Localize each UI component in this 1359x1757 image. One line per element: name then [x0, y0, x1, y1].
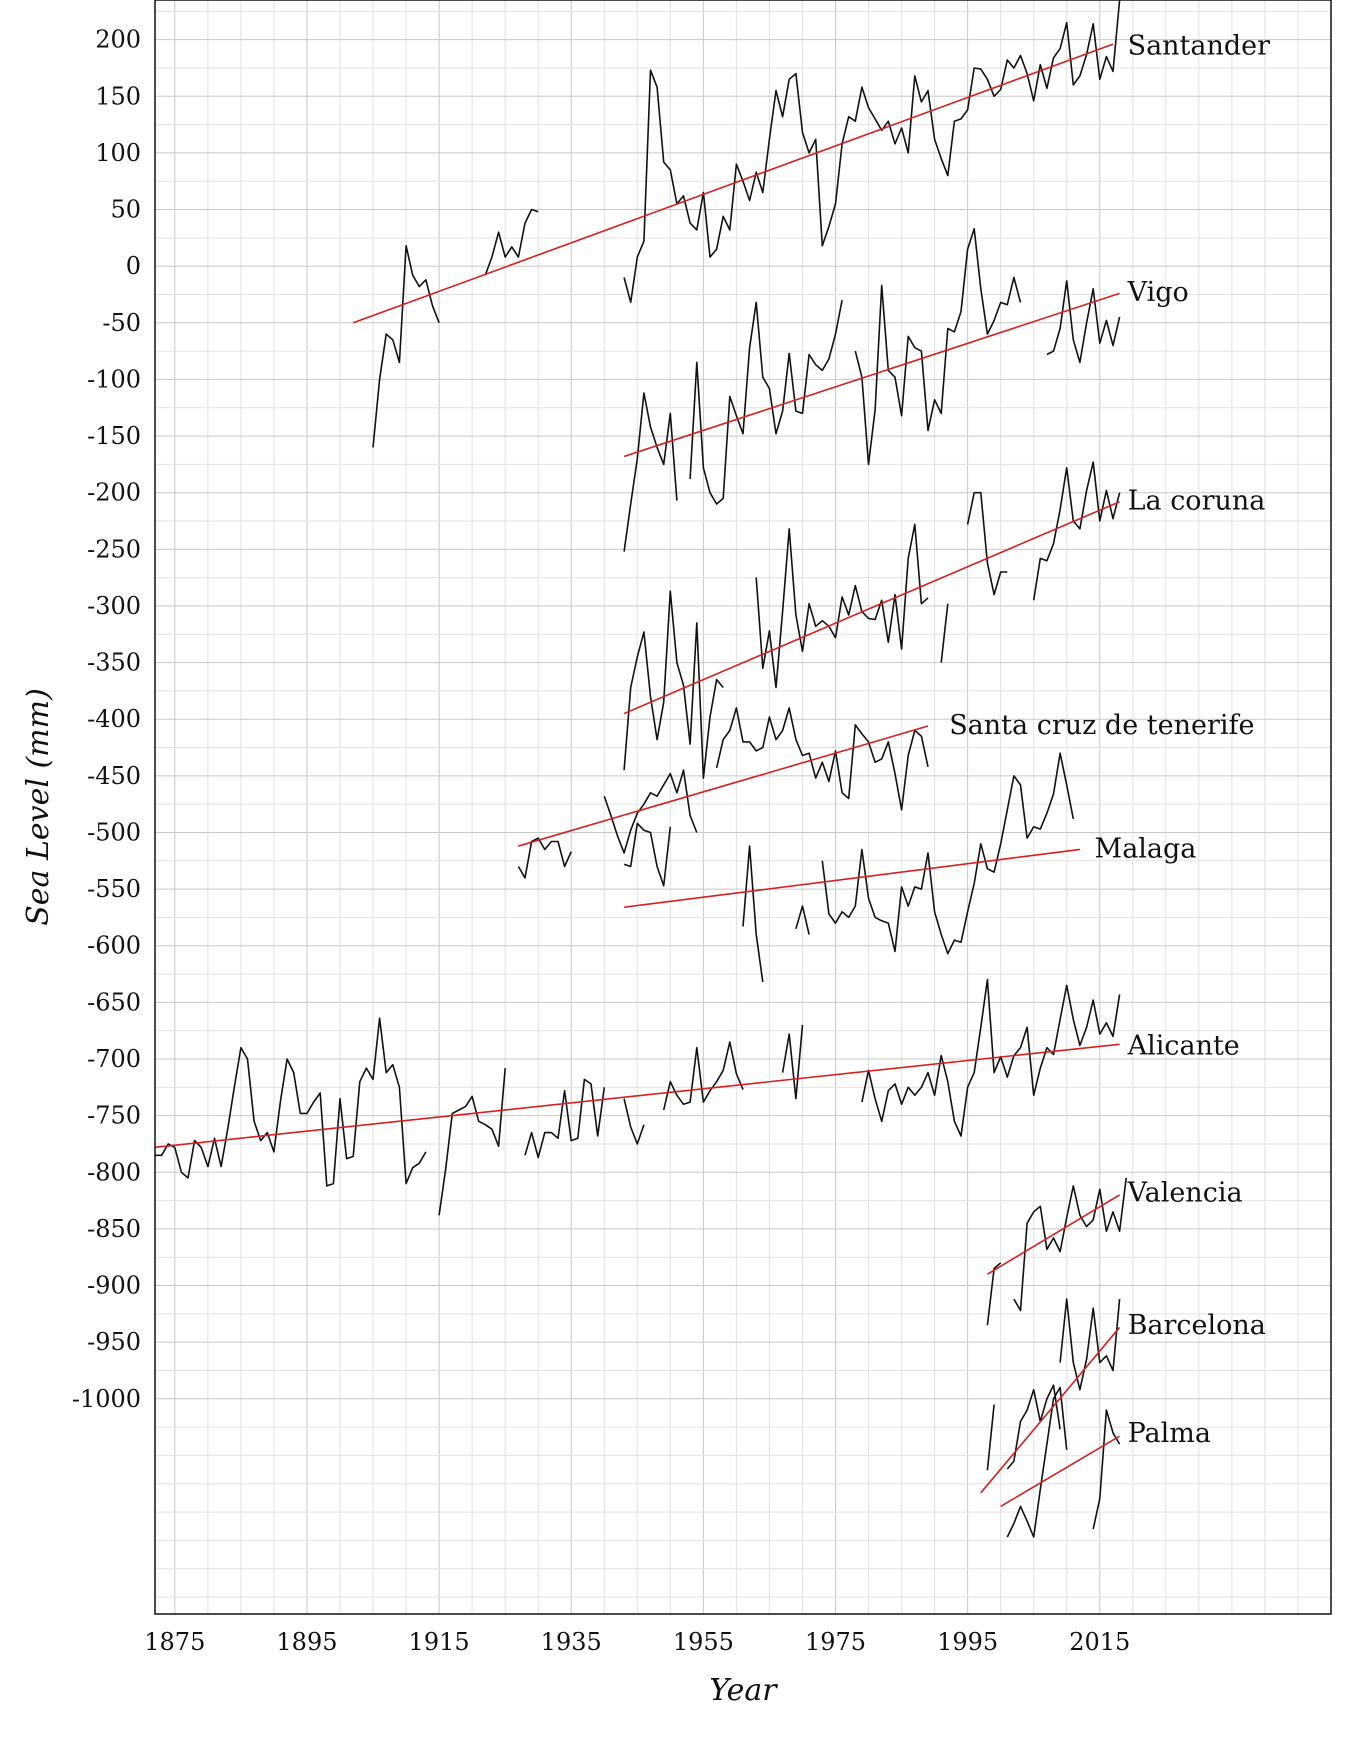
station-label-santander: Santander — [1128, 30, 1271, 61]
y-tick-label: -900 — [87, 1272, 141, 1300]
y-tick-label: -850 — [87, 1215, 141, 1243]
series-line-vigo — [854, 228, 1022, 466]
trend-line-santander — [352, 43, 1114, 324]
trend-line-malaga — [623, 848, 1081, 909]
series-line-santa-cruz-de-tenerife — [603, 769, 698, 854]
y-tick-label: -200 — [87, 479, 141, 507]
series-line-vigo — [623, 392, 678, 552]
trend-line-santa-cruz-de-tenerife — [518, 725, 929, 847]
series-line-santander — [484, 208, 539, 276]
series-line-santander — [372, 245, 440, 448]
trend-line-alicante — [154, 1043, 1120, 1149]
series-line-la-coruna — [966, 491, 1008, 596]
series-line-valencia — [986, 1262, 1002, 1326]
station-label-barcelona: Barcelona — [1128, 1310, 1266, 1341]
series-line-barcelona — [1006, 1384, 1061, 1470]
x-tick-label: 1995 — [937, 1628, 998, 1656]
y-tick-label: -800 — [87, 1158, 141, 1186]
y-tick-label: -450 — [87, 762, 141, 790]
trend-line-la-coruna — [623, 501, 1120, 715]
trend-layer — [154, 43, 1121, 1508]
y-tick-label: -750 — [87, 1102, 141, 1130]
y-tick-label: -950 — [87, 1328, 141, 1356]
series-line-malaga — [742, 845, 764, 983]
grid — [155, 0, 1332, 1614]
x-tick-label: 1895 — [276, 1628, 337, 1656]
series-line-vigo — [1046, 280, 1121, 364]
x-tick-label: 1875 — [144, 1628, 205, 1656]
series-line-alicante — [623, 1098, 645, 1145]
y-tick-label: -250 — [87, 535, 141, 563]
y-tick-label: -350 — [87, 649, 141, 677]
station-label-la-coruna: La coruna — [1128, 486, 1266, 517]
series-line-santa-cruz-de-tenerife — [517, 837, 572, 879]
y-tick-label: -100 — [87, 365, 141, 393]
series-line-palma — [1092, 1409, 1121, 1530]
trend-line-valencia — [987, 1194, 1120, 1275]
x-tick-label: 1915 — [409, 1628, 470, 1656]
y-tick-label: 50 — [110, 196, 141, 224]
station-label-valencia: Valencia — [1127, 1178, 1243, 1209]
y-tick-label: -600 — [87, 932, 141, 960]
y-tick-label: 200 — [95, 26, 141, 54]
series-line-santander — [623, 0, 1121, 304]
series-line-la-coruna — [623, 590, 724, 779]
y-tick-label: -300 — [87, 592, 141, 620]
plot-frame — [154, 0, 1332, 1615]
station-labels: Santander Vigo La coruna Santa cruz de tene… — [949, 30, 1270, 1448]
series-line-alicante — [524, 1078, 606, 1159]
station-label-santa-cruz-de-tenerife: Santa cruz de tenerife — [949, 710, 1254, 741]
x-tick-label: 2015 — [1069, 1628, 1130, 1656]
series-line-alicante — [662, 1041, 744, 1111]
x-tick-label: 1935 — [541, 1628, 602, 1656]
y-axis-title: Sea Level (mm) — [21, 688, 56, 926]
series-line-palma — [1006, 1386, 1068, 1538]
trend-line-vigo — [623, 292, 1120, 458]
series-line-alicante — [781, 1024, 804, 1100]
y-tick-label: -1000 — [72, 1385, 141, 1413]
series-line-la-coruna — [940, 603, 949, 663]
series-line-malaga — [623, 822, 672, 887]
station-label-malaga: Malaga — [1095, 833, 1197, 864]
y-tick-label: 100 — [95, 139, 141, 167]
series-line-alicante — [861, 978, 1121, 1137]
tick-labels: 200 150 100 50 0 -50 -100 -150 -200 -250 -300 -350 -… — [72, 26, 1130, 1656]
series-line-alicante — [155, 1017, 427, 1187]
y-tick-label: -50 — [102, 309, 141, 337]
y-tick-label: -550 — [87, 875, 141, 903]
x-axis-title: Year — [709, 1673, 778, 1708]
station-label-palma: Palma — [1128, 1418, 1211, 1449]
y-tick-label: -150 — [87, 422, 141, 450]
y-tick-label: -700 — [87, 1045, 141, 1073]
series-line-la-coruna — [1032, 461, 1121, 601]
y-tick-label: -500 — [87, 818, 141, 846]
series-line-valencia — [1013, 1177, 1127, 1312]
series-line-malaga — [795, 905, 810, 935]
series-line-barcelona — [986, 1404, 995, 1471]
series-layer — [155, 0, 1127, 1538]
series-line-alicante — [438, 1068, 506, 1216]
series-line-la-coruna — [755, 523, 929, 689]
y-tick-label: 0 — [126, 252, 141, 280]
series-line-barcelona — [1059, 1298, 1121, 1391]
x-tick-label: 1975 — [805, 1628, 866, 1656]
x-tick-label: 1955 — [673, 1628, 734, 1656]
series-line-malaga — [821, 752, 1075, 955]
trend-line-palma — [1000, 1435, 1120, 1508]
station-label-alicante: Alicante — [1127, 1030, 1240, 1061]
station-label-vigo: Vigo — [1127, 277, 1189, 308]
series-line-santa-cruz-de-tenerife — [715, 707, 929, 811]
trend-line-barcelona — [980, 1326, 1121, 1494]
y-tick-label: -400 — [87, 705, 141, 733]
y-tick-label: 150 — [95, 82, 141, 110]
y-tick-label: -650 — [87, 988, 141, 1016]
series-line-vigo — [689, 299, 843, 505]
